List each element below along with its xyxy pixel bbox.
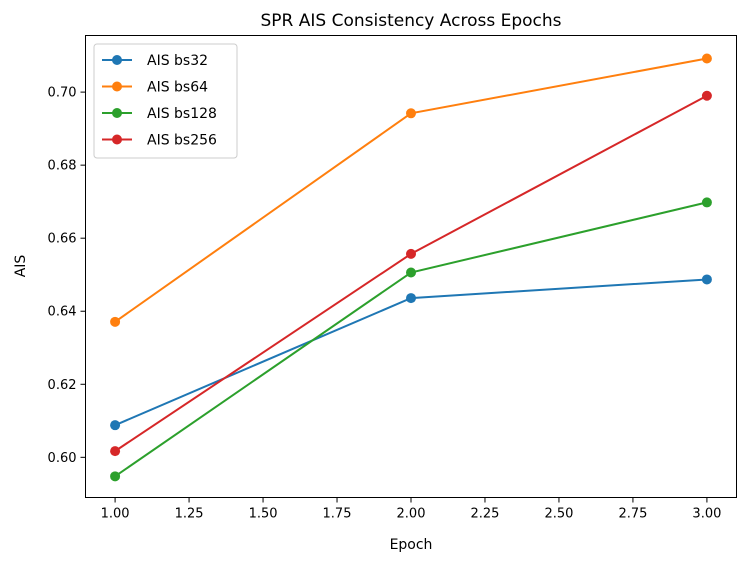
legend: AIS bs32 AIS bs64 AIS bs128 AIS bs256 [93,43,238,159]
y-axis-ticks: 0.60 0.62 0.64 0.66 0.68 0.70 [48,86,86,466]
data-point-ais-bs32 [406,293,416,304]
x-tick-label: 2.25 [471,507,500,522]
data-point-ais-bs128 [701,197,712,208]
data-point-ais-bs64 [110,316,121,327]
data-point-ais-bs64 [701,53,712,64]
x-axis-label: Epoch [390,537,433,553]
plot-frame [85,35,737,498]
x-tick-label: 3.00 [692,507,721,522]
legend-swatch-marker-ais-bs64 [112,81,122,92]
data-point-ais-bs256 [701,90,712,101]
legend-label-ais-bs256: AIS bs256 [147,133,217,149]
x-tick-label: 1.50 [249,507,278,522]
y-tick-label: 0.66 [48,232,77,247]
x-tick-label: 2.00 [397,507,426,522]
x-tick-label: 2.75 [618,507,647,522]
data-point-ais-bs32 [701,274,712,285]
x-tick-label: 1.25 [175,507,204,522]
chart-title: SPR AIS Consistency Across Epochs [260,11,561,31]
y-tick-label: 0.68 [48,159,77,174]
y-tick-label: 0.64 [48,305,77,320]
y-tick-label: 0.70 [48,86,77,101]
data-point-ais-bs256 [406,248,416,259]
series-layer [110,53,712,482]
data-point-ais-bs64 [406,108,416,119]
x-tick-label: 1.75 [323,507,352,522]
data-point-ais-bs32 [110,420,121,431]
legend-label-ais-bs128: AIS bs128 [147,106,217,122]
legend-box [93,43,238,159]
legend-swatch-marker-ais-bs128 [112,108,122,118]
x-axis-ticks: 1.00 1.25 1.50 1.75 2.00 2.25 2.50 2.75 3.00 [101,497,721,522]
legend-label-ais-bs32: AIS bs32 [147,53,208,69]
legend-swatch-marker-ais-bs32 [112,55,122,65]
y-tick-label: 0.62 [48,378,77,393]
x-tick-label: 2.50 [544,507,573,522]
data-point-ais-bs128 [110,471,121,482]
data-point-ais-bs256 [110,446,121,457]
data-point-ais-bs128 [406,267,416,278]
y-axis-label: AIS [13,255,29,278]
legend-label-ais-bs64: AIS bs64 [147,80,208,96]
x-tick-label: 1.00 [101,507,130,522]
legend-swatch-marker-ais-bs256 [112,134,122,145]
y-tick-label: 0.60 [48,451,77,466]
